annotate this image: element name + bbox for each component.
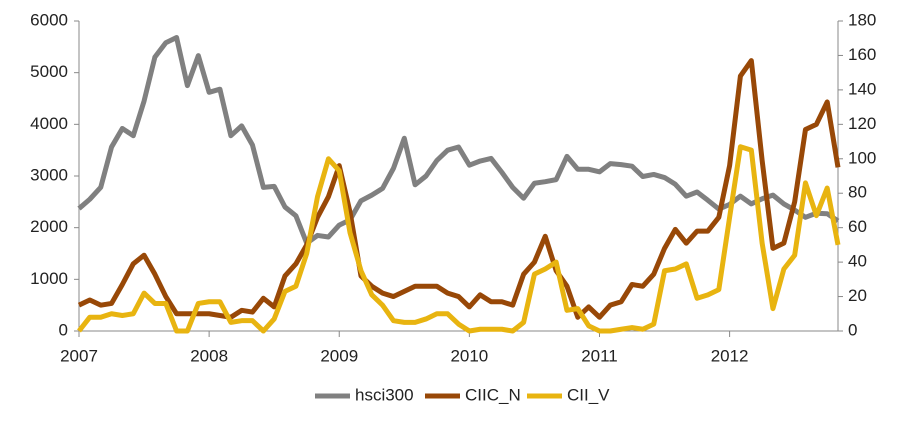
x-tick-label: 2007 xyxy=(60,346,98,365)
legend-label: CIIC_N xyxy=(465,385,521,404)
y2-tick-label: 160 xyxy=(848,45,876,64)
y-tick-label: 2000 xyxy=(30,217,68,236)
y2-tick-label: 0 xyxy=(848,320,857,339)
legend-label: CII_V xyxy=(567,385,610,404)
y2-tick-label: 60 xyxy=(848,217,867,236)
line-series xyxy=(77,144,841,334)
x-tick-label: 2010 xyxy=(450,346,488,365)
x-tick-label: 2008 xyxy=(190,346,228,365)
y-tick-label: 3000 xyxy=(30,165,68,184)
x-tick-label: 2012 xyxy=(711,346,749,365)
y2-tick-label: 100 xyxy=(848,148,876,167)
y-tick-label: 1000 xyxy=(30,269,68,288)
y-tick-label: 4000 xyxy=(30,114,68,133)
y-tick-label: 5000 xyxy=(30,62,68,81)
y2-tick-label: 180 xyxy=(848,10,876,29)
y2-tick-label: 120 xyxy=(848,114,876,133)
y-tick-label: 0 xyxy=(59,320,68,339)
y2-tick-label: 40 xyxy=(848,252,867,271)
line-series xyxy=(77,58,841,320)
y2-tick-label: 80 xyxy=(848,183,867,202)
x-tick-label: 2009 xyxy=(320,346,358,365)
y-tick-label: 6000 xyxy=(30,10,68,29)
y2-tick-label: 20 xyxy=(848,286,867,305)
line-series xyxy=(77,35,840,246)
legend-label: hsci300 xyxy=(355,385,414,404)
x-tick-label: 2011 xyxy=(581,346,618,365)
y2-tick-label: 140 xyxy=(848,79,876,98)
